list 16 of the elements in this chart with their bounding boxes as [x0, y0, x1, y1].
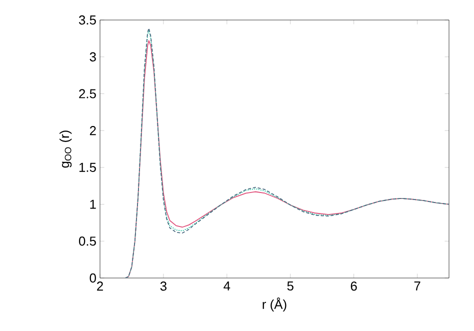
- x-axis-title: r (Å): [262, 298, 286, 312]
- x-tick-label: 2: [97, 282, 103, 291]
- y-tick-label: 1.5: [79, 162, 96, 172]
- y-tick-label: 0.5: [78, 236, 96, 246]
- x-tick-label: 6: [350, 282, 357, 291]
- x-tick-label: 7: [414, 282, 420, 290]
- x-tick-label: 5: [287, 282, 294, 291]
- y-tick-label: 3.5: [78, 15, 96, 25]
- x-tick-label: 3: [160, 282, 166, 291]
- y-tick-label: 3: [90, 52, 96, 62]
- y-tick-label: 2: [90, 126, 96, 136]
- y-tick-label: 2.5: [79, 89, 96, 98]
- y-tick-label: 0: [90, 273, 96, 283]
- x-tick-label: 4: [224, 282, 230, 290]
- y-tick-label: 1: [90, 200, 96, 209]
- y-axis-title: g$_{OO}$ (r): [60, 130, 72, 168]
